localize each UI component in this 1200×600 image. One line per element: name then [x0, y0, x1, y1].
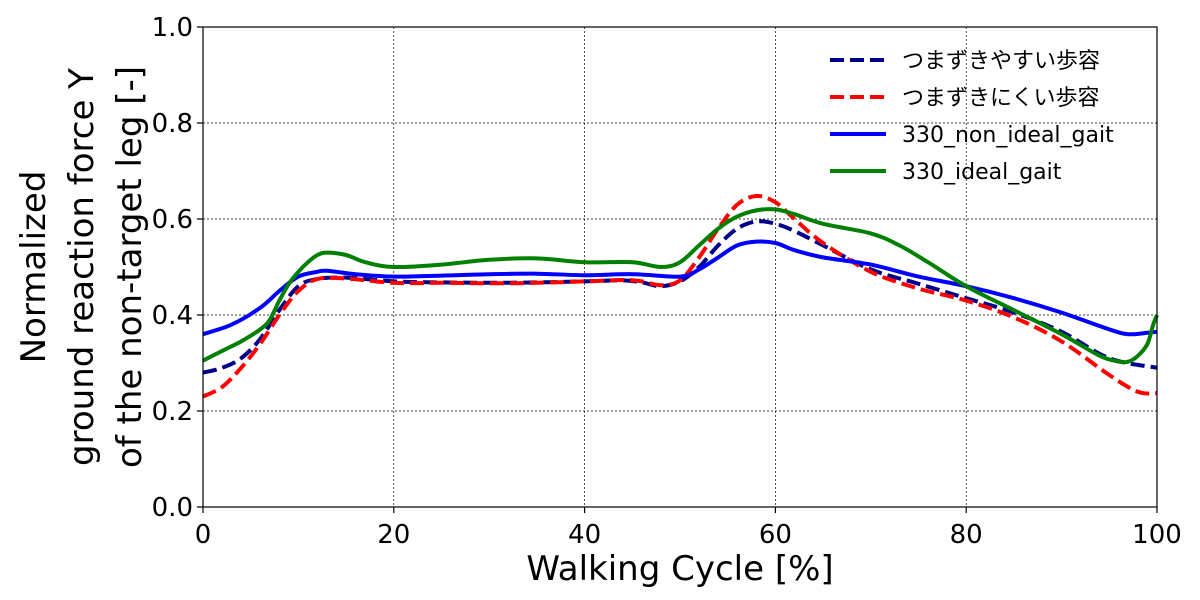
y-tick-label: 0.8	[152, 109, 193, 139]
series-line-2	[202, 239, 1158, 337]
x-tick-label: 100	[1132, 520, 1182, 550]
y-tick-label: 0.2	[152, 397, 193, 427]
x-tick-label: 40	[568, 520, 601, 550]
plot-frame	[202, 26, 1158, 508]
y-axis-title-line-1: ground reaction force Y	[62, 68, 102, 466]
series-line-0	[202, 219, 1158, 375]
legend-label-2: 330_non_ideal_gait	[902, 123, 1114, 148]
ticks: 0 20 40 60 80 100 0.0 0.2 0.4 0.6 0.8 1.0	[152, 13, 1182, 550]
y-tick-label: 0.6	[152, 205, 193, 235]
y-tick-label: 0.4	[152, 301, 193, 331]
y-axis-title-line-2: of the non-target leg [-]	[110, 66, 150, 468]
legend-label-1: つまずきにくい歩容	[902, 86, 1100, 111]
x-axis-title: Walking Cycle [%]	[526, 549, 833, 589]
y-tick-label: 0.0	[152, 493, 193, 523]
y-tick-label: 1.0	[152, 13, 193, 43]
x-tick-label: 80	[950, 520, 983, 550]
series-layer	[202, 193, 1159, 399]
y-axis-title-line-0: Normalized	[14, 171, 54, 364]
x-tick-label: 60	[759, 520, 792, 550]
series-line-1	[202, 193, 1158, 399]
x-tick-label: 20	[377, 520, 410, 550]
x-tick-label: 0	[195, 520, 212, 550]
legend-label-3: 330_ideal_gait	[902, 160, 1062, 185]
series-line-3	[202, 207, 1159, 365]
legend-label-0: つまずきやすい歩容	[902, 49, 1100, 74]
